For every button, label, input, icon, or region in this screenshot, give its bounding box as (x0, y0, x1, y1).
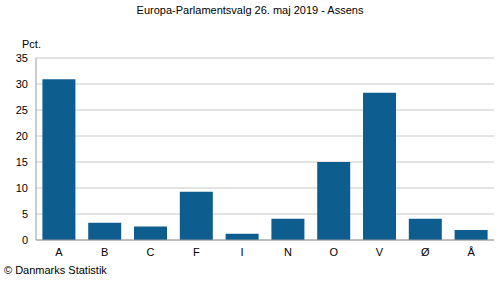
svg-text:30: 30 (16, 78, 28, 90)
svg-text:C: C (147, 246, 155, 258)
html-text:Pct.: Pct. (22, 38, 41, 50)
svg-text:15: 15 (16, 156, 28, 168)
svg-text:N: N (284, 246, 292, 258)
svg-text:Å: Å (467, 246, 475, 258)
html-text:© Danmarks Statistik: © Danmarks Statistik (4, 264, 107, 276)
svg-text:10: 10 (16, 182, 28, 194)
svg-text:O: O (329, 246, 338, 258)
svg-text:A: A (55, 246, 63, 258)
svg-text:F: F (193, 246, 200, 258)
svg-text:Ø: Ø (421, 246, 430, 258)
svg-text:25: 25 (16, 104, 28, 116)
svg-text:35: 35 (16, 52, 28, 64)
svg-text:I: I (241, 246, 244, 258)
svg-text:V: V (376, 246, 384, 258)
svg-text:B: B (101, 246, 108, 258)
svg-text:20: 20 (16, 130, 28, 142)
svg-text:0: 0 (22, 234, 28, 246)
svg-text:5: 5 (22, 208, 28, 220)
html-text:Europa-Parlamentsvalg 26. maj: Europa-Parlamentsvalg 26. maj 2019 - Ass… (136, 4, 364, 16)
